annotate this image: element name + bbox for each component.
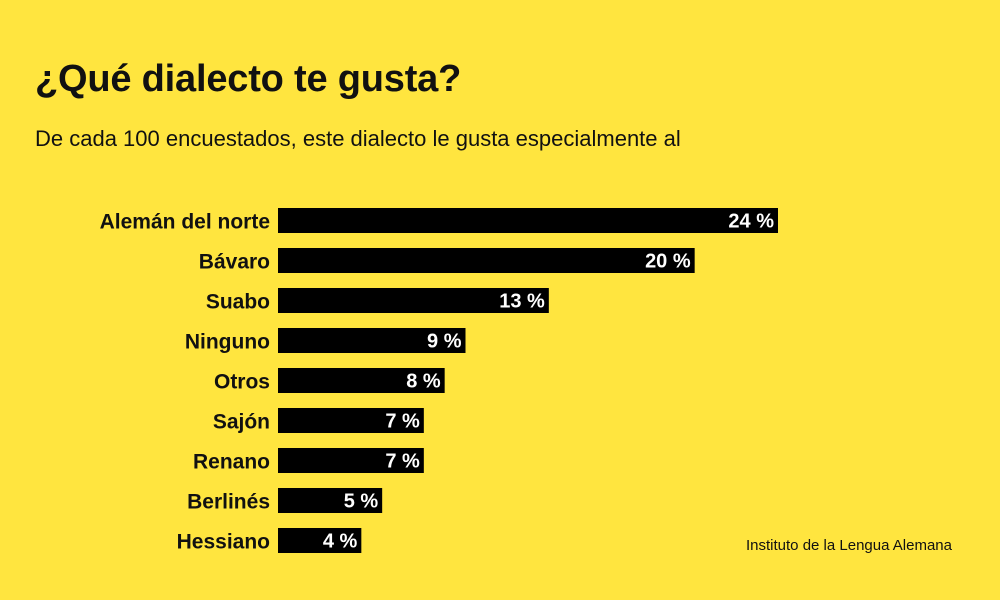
bar-value-label: 24 % xyxy=(728,211,774,233)
bar xyxy=(278,488,383,513)
bar xyxy=(278,248,695,273)
category-label: Suabo xyxy=(206,291,270,314)
bar xyxy=(278,448,424,473)
bar xyxy=(278,408,424,433)
bar-value-label: 7 % xyxy=(385,411,420,433)
bar xyxy=(278,528,362,553)
chart-title: ¿Qué dialecto te gusta? xyxy=(35,58,462,100)
category-label: Sajón xyxy=(213,411,270,434)
category-label: Ninguno xyxy=(185,331,270,354)
bar xyxy=(278,208,778,233)
category-label: Otros xyxy=(214,371,270,394)
bars-group: Alemán del norte 24 % Bávaro 20 % Suabo 13 % N… xyxy=(100,208,778,554)
bar-value-label: 13 % xyxy=(499,291,545,313)
bar-value-label: 20 % xyxy=(645,251,691,273)
source-credit: Instituto de la Lengua Alemana xyxy=(746,537,952,554)
bar xyxy=(278,288,549,313)
bar-value-label: 8 % xyxy=(406,371,441,393)
category-label: Berlinés xyxy=(187,491,270,514)
category-label: Renano xyxy=(193,451,270,474)
chart-subtitle: De cada 100 encuestados, este dialecto l… xyxy=(35,126,681,151)
bar xyxy=(278,368,445,393)
bar xyxy=(278,328,466,353)
category-label: Hessiano xyxy=(177,531,270,554)
bar-value-label: 7 % xyxy=(385,451,420,473)
bar-value-label: 4 % xyxy=(323,531,358,553)
category-label: Bávaro xyxy=(199,251,270,274)
bar-value-label: 5 % xyxy=(344,491,379,513)
category-label: Alemán del norte xyxy=(100,211,270,234)
bar-value-label: 9 % xyxy=(427,331,462,353)
